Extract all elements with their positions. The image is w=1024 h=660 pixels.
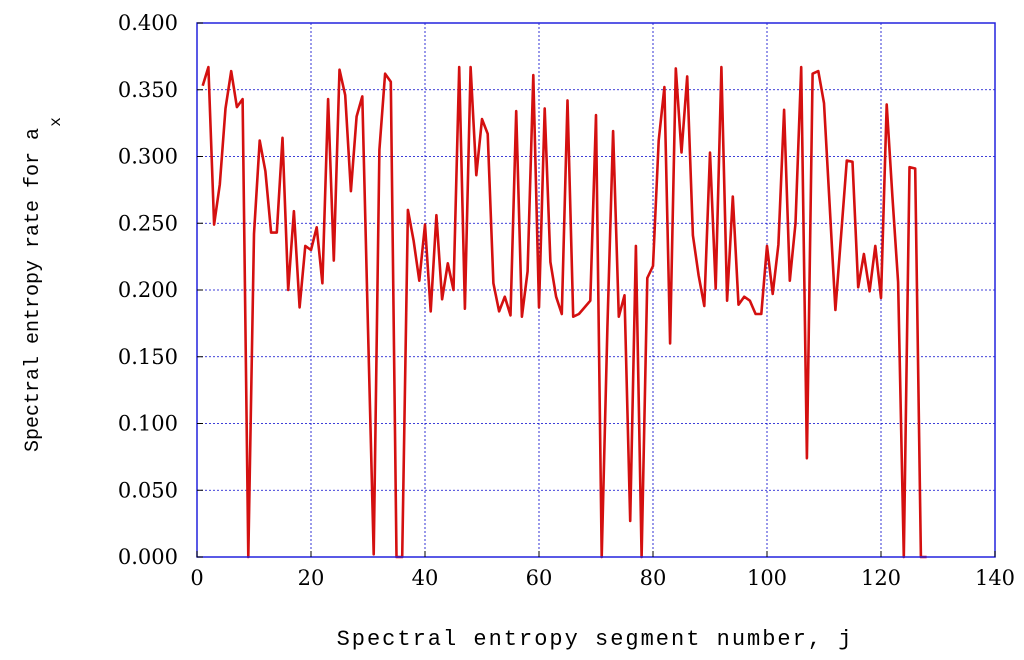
x-tick-label: 100 <box>747 566 787 590</box>
y-axis-title-subscript-group: x <box>47 117 65 127</box>
x-tick-label: 60 <box>526 566 553 590</box>
x-tick-label: 140 <box>975 566 1015 590</box>
x-tick-label: 80 <box>640 566 667 590</box>
y-axis-ticks: 0.000 0.050 0.100 0.150 0.200 0.250 0.300 0.350… <box>118 11 203 569</box>
plot-frame <box>196 22 996 558</box>
x-tick-label: 20 <box>298 566 325 590</box>
series-layer <box>201 65 927 559</box>
x-tick-label: 40 <box>412 566 439 590</box>
y-axis-title-group: Spectral entropy rate for a <box>22 128 45 452</box>
y-tick-label: 0.300 <box>118 145 178 169</box>
y-tick-label: 0.150 <box>118 345 178 369</box>
x-axis-title: Spectral entropy segment number, j <box>337 627 854 652</box>
y-tick-label: 0.350 <box>118 78 178 102</box>
series-line <box>201 65 927 559</box>
y-tick-label: 0.250 <box>118 211 178 235</box>
x-tick-label: 120 <box>861 566 901 590</box>
x-axis-ticks: 0 20 40 60 80 100 120 140 <box>190 551 1015 590</box>
grid-lines <box>196 22 996 558</box>
y-tick-label: 0.100 <box>118 412 178 436</box>
x-tick-label: 0 <box>190 566 203 590</box>
y-axis-title: Spectral entropy rate for a <box>22 128 45 452</box>
y-tick-label: 0.200 <box>118 278 178 302</box>
y-tick-label: 0.000 <box>118 545 178 569</box>
y-axis-title-subscript: x <box>47 117 65 127</box>
y-tick-label: 0.400 <box>118 11 178 35</box>
y-tick-label: 0.050 <box>118 478 178 502</box>
